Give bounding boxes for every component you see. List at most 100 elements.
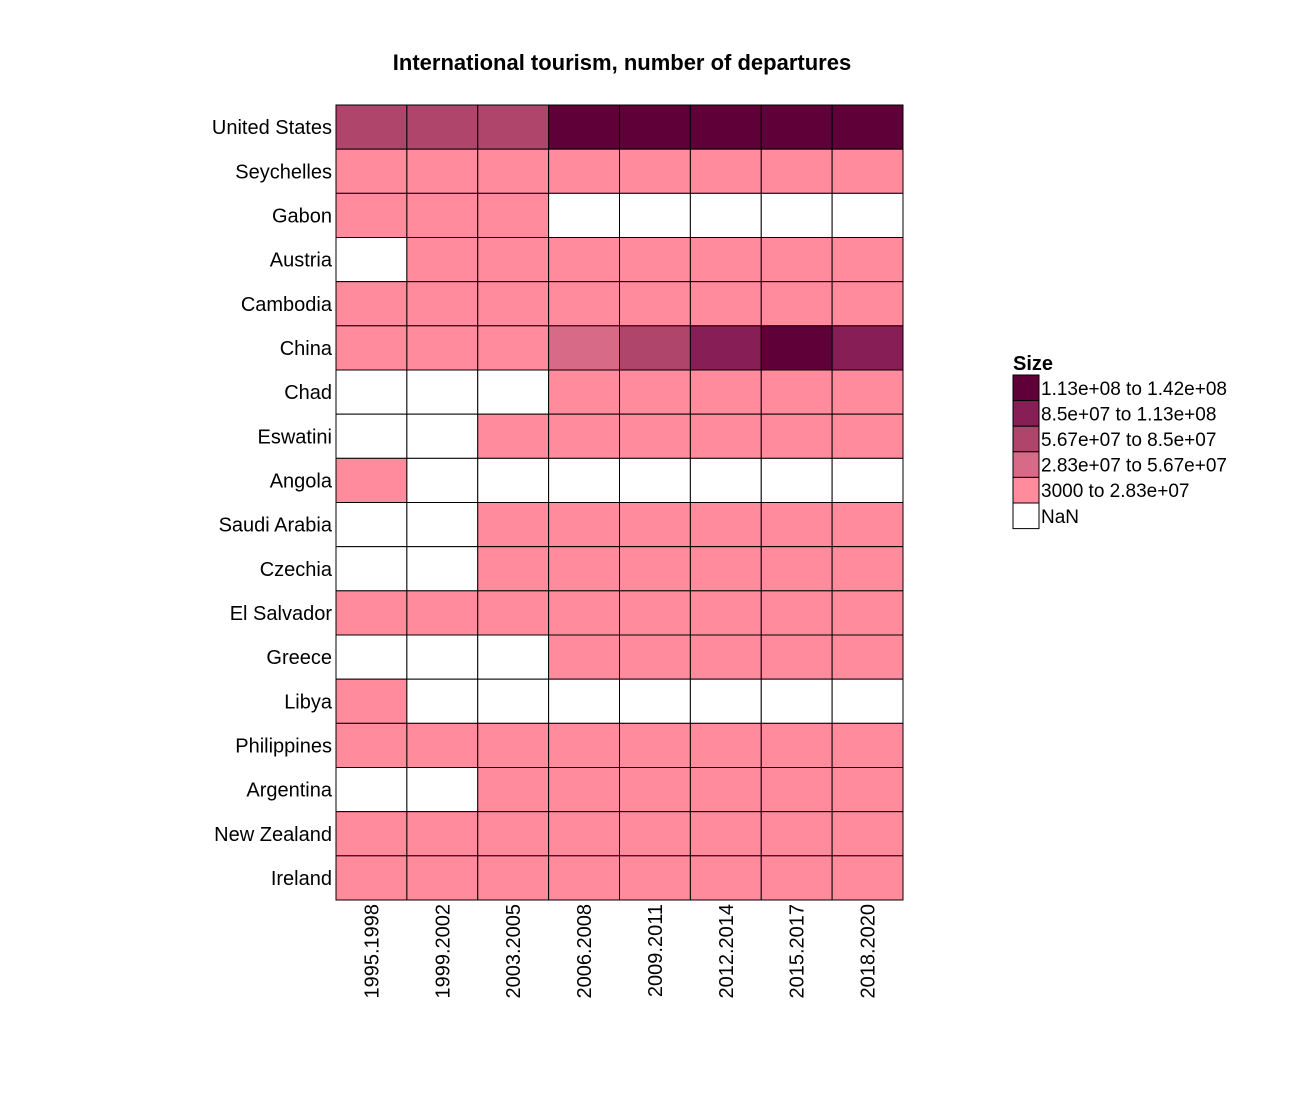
- heatmap-cell: [477, 104, 550, 150]
- heatmap-cell: [406, 546, 479, 592]
- x-tick-label: 2018.2020: [858, 904, 880, 999]
- heatmap-cell: [689, 457, 762, 504]
- heatmap-cell: [335, 104, 408, 150]
- heatmap-cell: [831, 811, 904, 857]
- heatmap-cell: [619, 590, 691, 636]
- legend-label: 8.5e+07 to 1.13e+08: [1041, 404, 1216, 425]
- heatmap-cell: [548, 855, 620, 901]
- heatmap-cell: [689, 325, 762, 371]
- heatmap-cell: [689, 192, 762, 238]
- heatmap-cell: [406, 369, 479, 415]
- y-tick-label: Czechia: [260, 559, 333, 581]
- heatmap-cell: [335, 855, 408, 901]
- heatmap-cell: [406, 281, 479, 327]
- heatmap-cell: [406, 192, 479, 238]
- heatmap-cell: [760, 369, 833, 415]
- heatmap-cell: [406, 148, 479, 194]
- heatmap-cell: [477, 767, 550, 813]
- heatmap-cell: [831, 722, 904, 768]
- y-tick-label: Ireland: [271, 868, 332, 890]
- x-axis-labels: 1995.1998 1999.2002 2003.2005 2006.2008 2009…: [361, 904, 879, 999]
- heatmap-cell: [689, 148, 762, 194]
- x-tick-label: 2009.2011: [645, 904, 667, 997]
- heatmap-cell: [689, 237, 762, 283]
- heatmap-cell: [760, 546, 833, 592]
- heatmap-cell: [760, 413, 833, 459]
- heatmap-cell: [477, 811, 550, 857]
- legend-label: 3000 to 2.83e+07: [1041, 481, 1189, 502]
- heatmap-cell: [335, 634, 408, 680]
- heatmap-cell: [406, 237, 479, 283]
- heatmap-cell: [335, 502, 408, 548]
- y-tick-label: New Zealand: [214, 824, 332, 846]
- heatmap-cell: [619, 546, 691, 592]
- heatmap-cell: [335, 457, 408, 504]
- legend-title: Size: [1013, 353, 1053, 375]
- y-tick-label: Eswatini: [258, 426, 332, 448]
- heatmap-cell: [335, 369, 408, 415]
- heatmap-cell: [760, 325, 833, 371]
- heatmap-cells: [335, 104, 904, 901]
- heatmap-cell: [760, 104, 833, 150]
- heatmap-cell: [619, 855, 691, 901]
- heatmap-cell: [619, 634, 691, 680]
- heatmap-cell: [477, 413, 550, 459]
- heatmap-cell: [477, 325, 550, 371]
- heatmap-cell: [619, 104, 691, 150]
- heatmap-cell: [335, 767, 408, 813]
- heatmap-cell: [760, 590, 833, 636]
- heatmap-cell: [335, 811, 408, 857]
- heatmap-cell: [335, 281, 408, 327]
- heatmap-cell: [477, 192, 550, 238]
- heatmap-cell: [477, 722, 550, 768]
- heatmap-cell: [760, 722, 833, 768]
- legend-swatch: [1012, 451, 1040, 478]
- heatmap-cell: [548, 457, 620, 504]
- heatmap-cell: [760, 281, 833, 327]
- heatmap-cell: [831, 546, 904, 592]
- x-tick-label: 2015.2017: [787, 904, 809, 999]
- heatmap-cell: [548, 722, 620, 768]
- x-tick-label: 1999.2002: [432, 904, 454, 999]
- y-tick-label: Seychelles: [235, 161, 332, 183]
- heatmap-cell: [548, 325, 620, 371]
- heatmap-cell: [548, 546, 620, 592]
- heatmap-cell: [831, 457, 904, 504]
- legend-swatch: [1012, 374, 1040, 402]
- y-tick-label: Chad: [284, 382, 332, 404]
- heatmap-cell: [406, 325, 479, 371]
- y-tick-label: Gabon: [272, 205, 332, 227]
- heatmap-cell: [619, 767, 691, 813]
- heatmap-cell: [335, 590, 408, 636]
- x-tick-label: 2012.2014: [716, 904, 738, 999]
- heatmap-cell: [831, 502, 904, 548]
- legend-swatch: [1012, 425, 1040, 453]
- heatmap-cell: [760, 634, 833, 680]
- legend-swatch: [1012, 400, 1040, 427]
- heatmap-cell: [831, 590, 904, 636]
- heatmap-cell: [548, 104, 620, 150]
- heatmap-cell: [619, 369, 691, 415]
- heatmap-cell: [548, 281, 620, 327]
- heatmap-cell: [406, 811, 479, 857]
- heatmap-cell: [831, 855, 904, 901]
- y-tick-label: Saudi Arabia: [219, 515, 333, 537]
- heatmap-cell: [760, 678, 833, 724]
- heatmap-cell: [689, 546, 762, 592]
- heatmap-cell: [335, 237, 408, 283]
- heatmap-cell: [689, 104, 762, 150]
- heatmap-cell: [760, 457, 833, 504]
- heatmap-cell: [548, 767, 620, 813]
- heatmap-cell: [619, 281, 691, 327]
- heatmap-cell: [477, 678, 550, 724]
- heatmap-cell: [689, 767, 762, 813]
- heatmap-cell: [477, 237, 550, 283]
- y-tick-label: Angola: [270, 470, 333, 492]
- heatmap-cell: [477, 281, 550, 327]
- y-tick-label: Greece: [266, 647, 332, 669]
- heatmap-cell: [831, 192, 904, 238]
- y-tick-label: Austria: [270, 250, 333, 272]
- heatmap-cell: [406, 104, 479, 150]
- heatmap-cell: [548, 590, 620, 636]
